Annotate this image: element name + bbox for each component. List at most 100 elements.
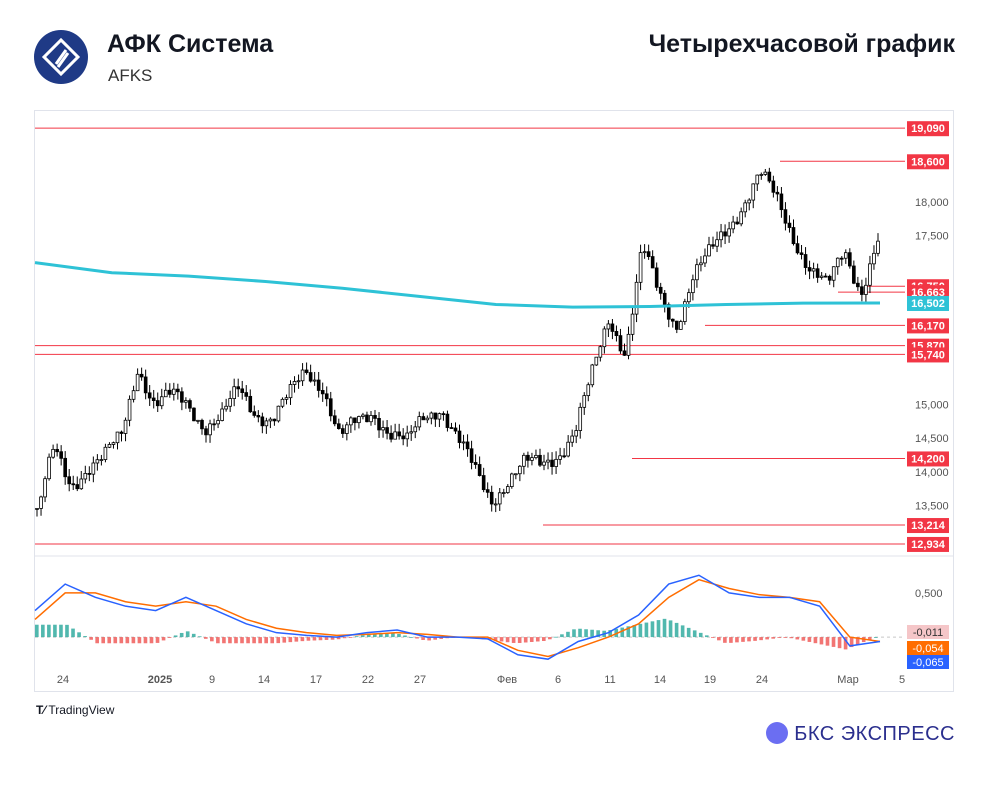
time-tick-label: 5 xyxy=(899,674,905,686)
candle-body xyxy=(288,384,293,399)
macd-histogram-bar xyxy=(584,629,588,638)
candle-body xyxy=(216,420,220,425)
candle-body xyxy=(328,398,333,417)
candle-body xyxy=(83,473,88,480)
macd-value-bg xyxy=(907,625,949,639)
macd-histogram-bar xyxy=(789,637,794,639)
candle-body xyxy=(47,456,51,480)
candle-body xyxy=(703,255,707,264)
candle-body xyxy=(244,392,249,397)
macd-histogram-bar xyxy=(403,635,407,638)
macd-histogram-bar xyxy=(548,637,552,640)
macd-histogram-bar xyxy=(529,637,534,642)
candle-body xyxy=(594,356,599,366)
macd-histogram-bar xyxy=(644,622,649,638)
candle-body xyxy=(115,431,120,444)
candle-body xyxy=(381,427,385,431)
macd-histogram-bar xyxy=(252,637,256,644)
candle-body xyxy=(876,240,880,254)
macd-histogram-bar xyxy=(65,624,69,638)
macd-histogram-bar xyxy=(288,637,293,643)
price-tick-label: 18,000 xyxy=(915,197,949,209)
macd-histogram-bar xyxy=(149,637,154,644)
candle-body xyxy=(646,251,651,257)
macd-histogram-bar xyxy=(837,637,842,649)
candle-body xyxy=(538,454,542,466)
macd-histogram-bar xyxy=(95,637,99,644)
candle-body xyxy=(823,275,828,278)
candle-body xyxy=(815,268,820,278)
macd-value-label: -0,011 xyxy=(913,627,943,639)
time-tick-label: Фев xyxy=(497,674,517,686)
macd-histogram-bar xyxy=(704,635,709,638)
candle-body xyxy=(727,228,731,237)
candle-body xyxy=(803,254,808,268)
macd-histogram-bar xyxy=(439,637,444,639)
candle-body xyxy=(827,275,832,281)
candle-body xyxy=(103,446,108,460)
candle-body xyxy=(610,323,615,332)
macd-value-label: -0,065 xyxy=(912,657,943,669)
candle-body xyxy=(43,478,47,498)
candle-body xyxy=(336,423,341,430)
macd-histogram-bar xyxy=(47,624,51,638)
level-label-bg xyxy=(907,154,949,170)
macd-histogram-bar xyxy=(729,637,733,643)
macd-histogram-bar xyxy=(674,622,679,638)
candle-body xyxy=(735,221,739,225)
time-tick-label: 6 xyxy=(555,674,561,686)
candle-body xyxy=(196,419,200,422)
macd-histogram-bar xyxy=(360,635,365,638)
candle-body xyxy=(188,400,192,409)
macd-histogram-bar xyxy=(596,630,600,638)
time-tick-label: Мар xyxy=(837,674,859,686)
time-tick-label: 27 xyxy=(414,674,426,686)
candle-body xyxy=(449,427,454,429)
macd-histogram-bar xyxy=(53,624,57,638)
macd-histogram-bar xyxy=(137,637,142,644)
macd-histogram-bar xyxy=(819,637,824,645)
candle-body xyxy=(779,193,784,211)
macd-histogram-bar xyxy=(535,637,540,642)
candle-body xyxy=(711,244,715,247)
macd-histogram-bar xyxy=(282,637,287,643)
level-label: 15,740 xyxy=(911,349,945,361)
candle-body xyxy=(864,284,868,295)
macd-histogram-bar xyxy=(765,637,769,640)
candle-body xyxy=(755,174,760,185)
ticker-symbol: AFKS xyxy=(108,66,153,85)
candle-body xyxy=(662,292,667,305)
candle-body xyxy=(296,380,301,383)
macd-histogram-bar xyxy=(632,625,637,638)
macd-histogram-bar xyxy=(692,630,697,638)
candle-body xyxy=(819,275,824,278)
level-label: 19,090 xyxy=(911,123,945,135)
macd-histogram-bar xyxy=(843,637,848,650)
candle-body xyxy=(127,398,132,421)
candle-body xyxy=(461,441,466,444)
macd-histogram-bar xyxy=(759,637,763,641)
macd-histogram-bar xyxy=(795,637,800,640)
candle-body xyxy=(469,448,474,463)
candle-body xyxy=(75,484,80,490)
candle-body xyxy=(465,441,470,450)
macd-histogram-bar xyxy=(306,637,311,641)
candle-body xyxy=(835,257,840,268)
candle-body xyxy=(51,448,55,458)
candle-body xyxy=(365,414,369,423)
macd-histogram-bar xyxy=(83,636,87,638)
candle-body xyxy=(505,486,510,493)
candle-body xyxy=(799,252,804,255)
candle-body xyxy=(240,388,245,393)
macd-histogram-bar xyxy=(554,636,558,638)
macd-histogram-bar xyxy=(849,637,854,648)
macd-histogram-bar xyxy=(131,637,136,644)
macd-histogram-bar xyxy=(753,637,757,641)
candle-body xyxy=(558,455,562,460)
macd-histogram-bar xyxy=(385,633,389,638)
candle-body xyxy=(848,252,852,267)
candle-body xyxy=(747,199,752,204)
candle-body xyxy=(284,397,289,400)
brand-icon xyxy=(766,722,789,744)
macd-histogram-bar xyxy=(638,623,643,638)
